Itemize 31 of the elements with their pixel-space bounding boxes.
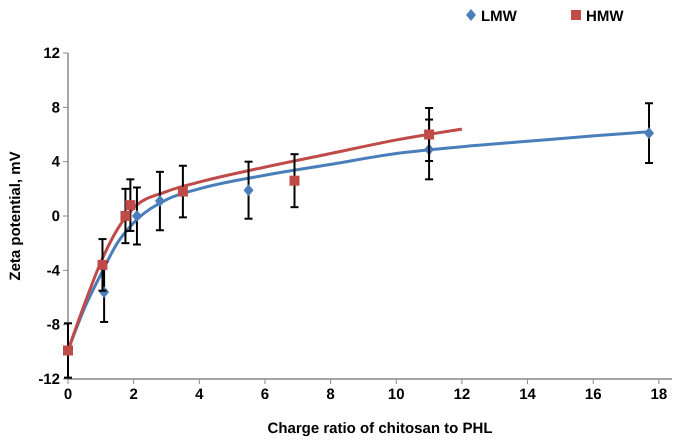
point [178,186,188,197]
point [244,184,254,196]
point [120,211,130,221]
point [290,176,300,186]
x-tick-label: 8 [326,386,335,403]
y-tick-label: 4 [52,154,61,171]
x-tick-label: 0 [64,386,72,403]
legend-label: HMW [586,8,624,25]
point [63,345,73,356]
y-tick-label: 8 [52,99,60,116]
point [132,210,142,222]
y-axis-title: Zeta potential, mV [7,151,24,281]
x-axis-title: Charge ratio of chitosan to PHL [267,420,493,437]
y-tick-label: 0 [52,208,60,225]
x-tick-label: 2 [129,386,138,403]
x-tick-label: 12 [454,386,470,403]
x-tick-label: 10 [388,386,405,403]
x-tick-label: 4 [195,386,204,403]
x-tick-label: 6 [260,386,270,403]
y-tick-label: -8 [46,316,60,334]
point [644,127,654,140]
x-tick-label: 14 [519,386,537,403]
legend-label: LMW [481,8,518,25]
point [424,130,434,140]
point [125,200,136,210]
y-tick-label: -4 [46,262,61,280]
x-tick-label: 18 [650,386,668,403]
y-tick-label: 12 [43,45,60,62]
y-tick-label: -12 [38,371,60,388]
x-tick-label: 16 [584,386,602,403]
point [154,195,165,208]
